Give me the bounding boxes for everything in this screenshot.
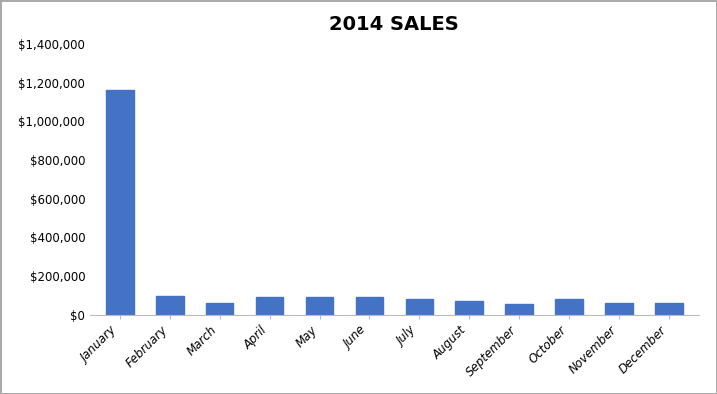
Title: 2014 SALES: 2014 SALES <box>330 15 460 34</box>
Bar <box>206 303 234 314</box>
Bar <box>306 297 333 314</box>
Bar <box>455 301 483 314</box>
Bar <box>256 297 283 314</box>
Bar <box>655 303 683 314</box>
Bar <box>555 299 583 314</box>
Bar <box>156 296 184 314</box>
Bar <box>356 297 383 314</box>
Bar <box>406 299 433 314</box>
Bar <box>106 90 133 314</box>
Bar <box>605 303 632 314</box>
Bar <box>505 303 533 314</box>
